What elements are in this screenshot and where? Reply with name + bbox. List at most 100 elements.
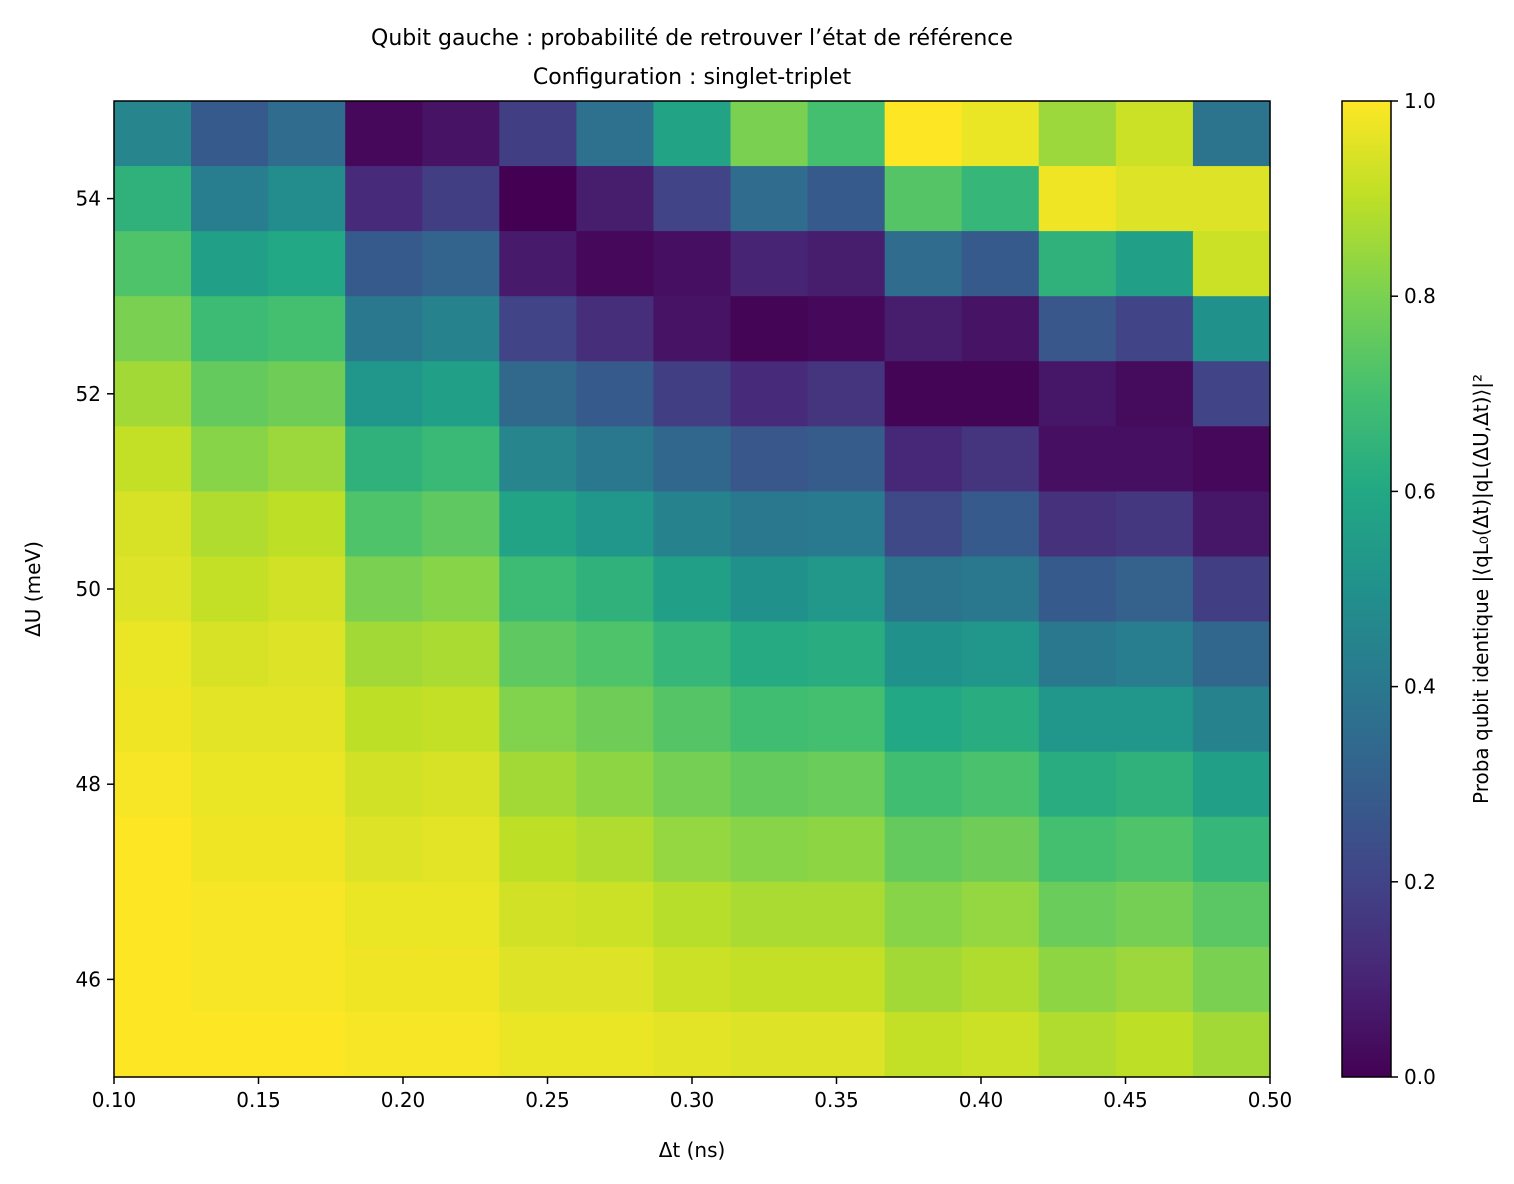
heatmap-cell — [499, 1011, 577, 1078]
heatmap-cell — [1192, 556, 1271, 623]
heatmap-cell — [653, 946, 732, 1013]
heatmap-cell — [1192, 296, 1271, 362]
heatmap-cell — [884, 101, 963, 167]
heatmap-cell — [422, 686, 500, 753]
heatmap-cell — [576, 621, 655, 688]
heatmap-cell — [807, 231, 886, 297]
heatmap-cell — [114, 621, 192, 688]
heatmap-cell — [1192, 816, 1271, 883]
heatmap-cell — [730, 751, 809, 818]
heatmap-cell — [345, 101, 423, 167]
heatmap-cell — [191, 166, 269, 232]
x-tick-label: 0.10 — [92, 1088, 137, 1112]
heatmap-cell — [1115, 231, 1194, 297]
heatmap-cell — [191, 1011, 269, 1078]
heatmap-cell — [961, 686, 1040, 753]
heatmap-cell — [653, 101, 732, 167]
heatmap-cell — [345, 686, 423, 753]
heatmap-cell — [961, 1011, 1040, 1078]
heatmap-cell — [114, 491, 192, 558]
colorbar-tick-label: 0.4 — [1404, 675, 1436, 699]
x-axis: 0.10 0.15 0.20 0.25 0.30 0.35 0.40 0.45 0.50 — [92, 1077, 1292, 1112]
heatmap-cell — [422, 621, 500, 688]
heatmap-cell — [961, 361, 1040, 427]
heatmap-cell — [268, 686, 346, 753]
x-axis-label: Δt (ns) — [659, 1138, 726, 1162]
heatmap-cell — [730, 361, 809, 427]
y-tick-label: 52 — [76, 382, 101, 406]
heatmap-cell — [268, 426, 346, 492]
heatmap-cell — [345, 296, 423, 362]
heatmap-cell — [1038, 296, 1117, 362]
heatmap-cell — [730, 816, 809, 883]
heatmap-cell — [114, 426, 192, 492]
heatmap-cell — [1038, 491, 1117, 558]
heatmap-cell — [653, 491, 732, 558]
heatmap-cell — [345, 751, 423, 818]
heatmap-cell — [653, 231, 732, 297]
heatmap-cell — [807, 881, 886, 948]
y-axis-label: ΔU (meV) — [21, 541, 45, 637]
heatmap-cell — [499, 946, 577, 1013]
heatmap-cell — [807, 1011, 886, 1078]
y-tick-label: 54 — [76, 187, 101, 211]
heatmap-cell — [422, 361, 500, 427]
heatmap-cell — [422, 946, 500, 1013]
heatmap-cell — [653, 556, 732, 623]
heatmap-cell — [807, 946, 886, 1013]
heatmap-cell — [807, 491, 886, 558]
heatmap-cell — [499, 621, 577, 688]
heatmap-cell — [1192, 361, 1271, 427]
heatmap-cell — [807, 361, 886, 427]
heatmap-cell — [961, 426, 1040, 492]
heatmap-cell — [961, 296, 1040, 362]
heatmap-cell — [499, 426, 577, 492]
heatmap-cell — [114, 816, 192, 883]
heatmap-cell — [191, 621, 269, 688]
heatmap-cell — [499, 881, 577, 948]
heatmap-cell — [807, 426, 886, 492]
heatmap-cell — [807, 296, 886, 362]
heatmap-cell — [730, 686, 809, 753]
heatmap-cell — [422, 881, 500, 948]
heatmap-cell — [191, 296, 269, 362]
heatmap-cell — [1038, 881, 1117, 948]
heatmap-cell — [576, 556, 655, 623]
heatmap-cell — [576, 101, 655, 167]
heatmap-cell — [576, 231, 655, 297]
heatmap-cell — [1038, 621, 1117, 688]
heatmap-cell — [576, 491, 655, 558]
heatmap-cell — [1192, 686, 1271, 753]
heatmap-cell — [653, 816, 732, 883]
x-tick-label: 0.40 — [959, 1088, 1004, 1112]
heatmap-cell — [730, 231, 809, 297]
heatmap-cell — [345, 166, 423, 232]
x-tick-label: 0.35 — [814, 1088, 859, 1112]
heatmap-cell — [422, 1011, 500, 1078]
heatmap-cell — [884, 751, 963, 818]
heatmap-cell — [345, 816, 423, 883]
heatmap-cell — [268, 296, 346, 362]
heatmap-cell — [807, 816, 886, 883]
heatmap-cell — [653, 361, 732, 427]
heatmap-cell — [961, 621, 1040, 688]
heatmap-cell — [807, 556, 886, 623]
heatmap-cell — [1038, 946, 1117, 1013]
colorbar-label: Proba qubit identique |⟨qL₀(Δt)|qL(ΔU,Δt… — [1469, 374, 1493, 804]
heatmap-cell — [884, 881, 963, 948]
heatmap-cell — [1115, 751, 1194, 818]
heatmap-cell — [345, 426, 423, 492]
heatmap-cell — [1115, 101, 1194, 167]
heatmap-cell — [499, 361, 577, 427]
y-tick-label: 46 — [76, 967, 101, 991]
heatmap-cell — [422, 556, 500, 623]
heatmap-cell — [653, 166, 732, 232]
heatmap-cell — [499, 166, 577, 232]
heatmap-cell — [576, 946, 655, 1013]
heatmap-cell — [807, 166, 886, 232]
heatmap-cell — [114, 166, 192, 232]
heatmap-cell — [499, 816, 577, 883]
heatmap-cell — [422, 166, 500, 232]
heatmap-cell — [1115, 556, 1194, 623]
